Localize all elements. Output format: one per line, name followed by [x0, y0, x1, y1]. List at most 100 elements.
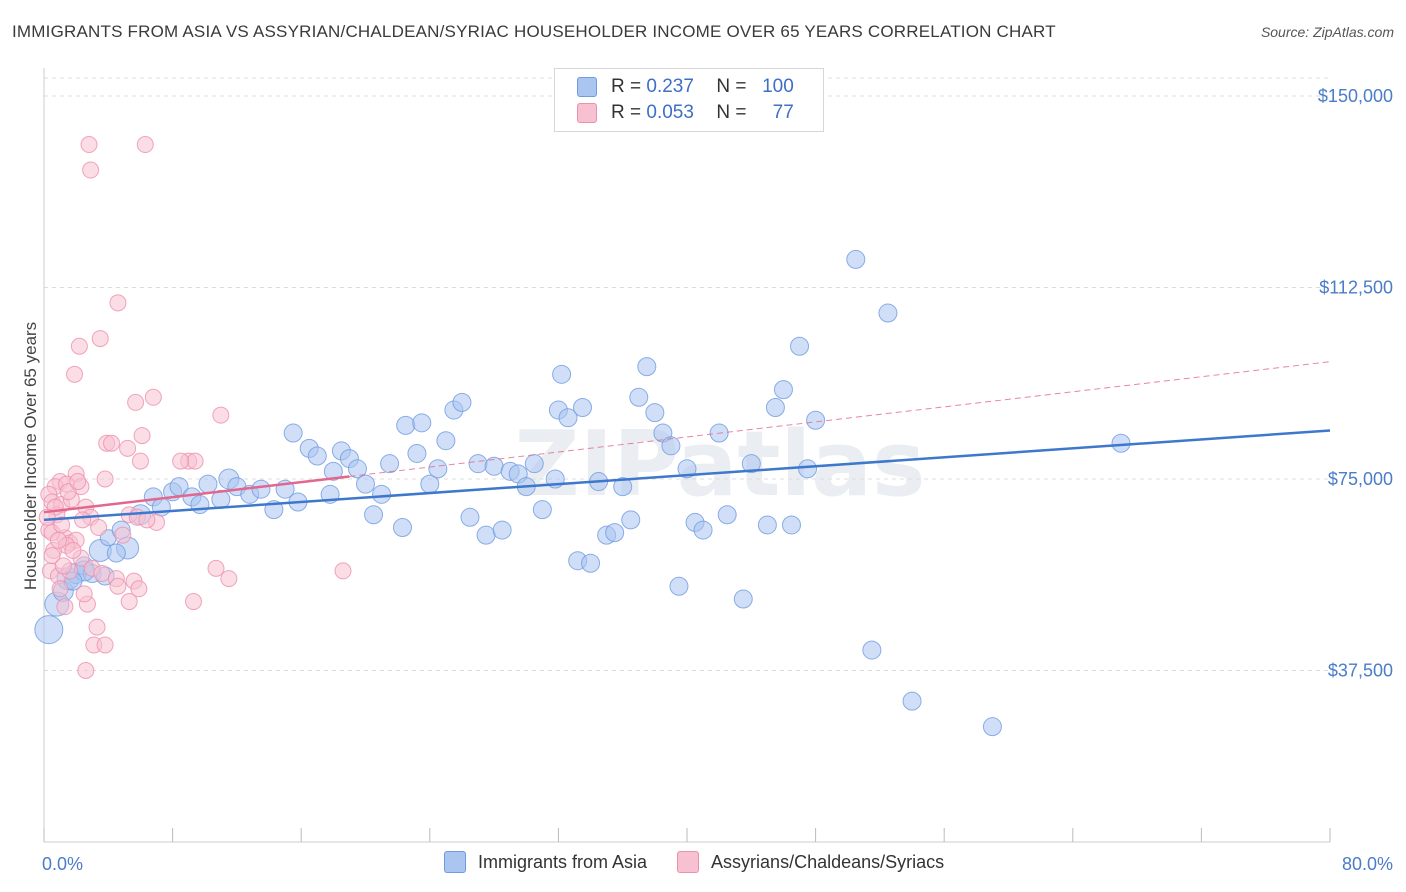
legend-swatch-pink	[577, 103, 597, 123]
data-point	[862, 640, 882, 660]
data-point	[613, 477, 633, 497]
data-point	[103, 434, 121, 452]
data-point	[251, 479, 271, 499]
data-point	[573, 398, 593, 418]
data-point	[460, 507, 480, 527]
data-point	[51, 580, 69, 598]
data-point	[220, 570, 238, 588]
legend-item-assyrians: Assyrians/Chaldeans/Syriacs	[677, 851, 944, 873]
data-point	[66, 365, 84, 383]
data-point	[119, 439, 137, 457]
data-point	[741, 454, 761, 474]
data-point	[54, 557, 72, 575]
data-point	[558, 408, 578, 428]
data-point	[93, 564, 111, 582]
data-point	[127, 393, 145, 411]
correlation-legend: R = 0.237 N = 100 R = 0.053 N = 77	[554, 68, 824, 132]
data-point	[184, 593, 202, 611]
data-point	[131, 452, 149, 470]
chart-title: IMMIGRANTS FROM ASIA VS ASSYRIAN/CHALDEA…	[12, 22, 1056, 41]
data-point	[878, 303, 898, 323]
y-tick-label: $75,000	[1328, 469, 1393, 489]
legend-row-blue: R = 0.237 N = 100	[577, 75, 794, 99]
data-point	[186, 452, 204, 470]
data-point	[476, 525, 496, 545]
data-point	[212, 406, 230, 424]
data-point	[661, 436, 681, 456]
data-point	[902, 691, 922, 711]
legend-label-immigrants-from-asia: Immigrants from Asia	[478, 851, 648, 872]
series-assyrians	[38, 136, 352, 679]
data-point	[43, 547, 61, 565]
trend-lines	[43, 361, 1331, 522]
legend-swatch-pink	[677, 851, 700, 873]
data-point	[392, 518, 412, 538]
data-point	[307, 446, 327, 466]
data-point	[34, 615, 64, 645]
data-point	[380, 454, 400, 474]
data-point	[207, 559, 225, 577]
legend-n-value-pink: 77	[772, 102, 794, 123]
y-tick-labels: $37,500 $75,000 $112,500 $150,000	[1318, 86, 1393, 681]
data-point	[693, 520, 713, 540]
data-point	[407, 443, 427, 463]
data-point	[109, 294, 127, 312]
data-point	[757, 515, 777, 535]
data-point	[136, 136, 154, 154]
trend-line-blue	[43, 429, 1331, 522]
data-point	[532, 500, 552, 520]
data-point	[412, 413, 432, 433]
data-point	[372, 484, 392, 504]
data-point	[190, 495, 210, 515]
data-point	[96, 636, 114, 654]
data-point	[347, 459, 367, 479]
data-point	[364, 505, 384, 525]
legend-n-value-blue: 100	[762, 76, 794, 97]
data-point	[198, 474, 218, 494]
data-point	[396, 415, 416, 435]
data-point	[109, 577, 127, 595]
legend-r-value-blue: 0.237	[646, 76, 694, 97]
data-point	[1111, 433, 1131, 453]
data-point	[96, 470, 114, 488]
legend-r-label: R =	[611, 76, 642, 97]
data-point	[982, 717, 1002, 737]
y-tick-label: $112,500	[1319, 278, 1393, 298]
data-point	[64, 541, 82, 559]
legend-n-label: N =	[716, 76, 747, 97]
data-point	[773, 380, 793, 400]
data-point	[669, 576, 689, 596]
legend-row-pink: R = 0.053 N = 77	[577, 101, 794, 125]
legend-swatch-blue	[577, 77, 597, 97]
data-point	[75, 585, 93, 603]
trend-line-pink-extension	[349, 361, 1331, 477]
data-point	[629, 387, 649, 407]
data-point	[637, 357, 657, 377]
data-point	[172, 452, 190, 470]
data-point	[468, 454, 488, 474]
data-point	[645, 403, 665, 423]
legend-swatch-blue	[444, 851, 466, 873]
data-point	[82, 161, 100, 179]
data-point	[133, 427, 151, 445]
legend-n-label: N =	[716, 102, 747, 123]
legend-label-assyrians: Assyrians/Chaldeans/Syriacs	[711, 851, 945, 872]
data-point	[428, 459, 448, 479]
data-point	[144, 388, 162, 406]
data-point	[552, 364, 572, 384]
data-point	[781, 515, 801, 535]
data-point	[69, 473, 87, 491]
series-legend: Immigrants from Asia Assyrians/Chaldeans…	[444, 851, 974, 873]
data-point	[130, 580, 148, 598]
x-tick-label-max: 80.0%	[1342, 854, 1393, 874]
data-point	[492, 520, 512, 540]
data-point	[524, 454, 544, 474]
data-point	[70, 337, 88, 355]
legend-r-label: R =	[611, 102, 642, 123]
data-point	[581, 553, 601, 573]
data-point	[452, 392, 472, 412]
data-point	[806, 410, 826, 430]
y-tick-label: $150,000	[1318, 86, 1393, 106]
data-point	[798, 459, 818, 479]
